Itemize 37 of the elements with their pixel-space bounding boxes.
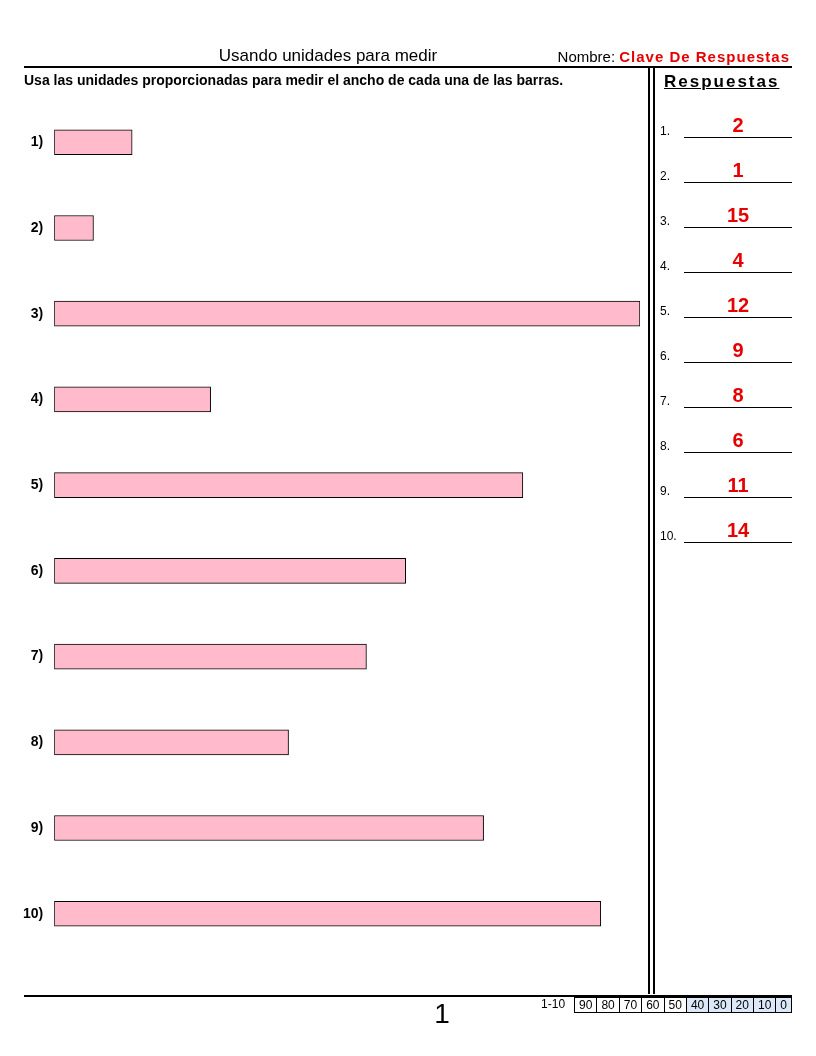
chart-title: Usando unidades para medir [218,46,438,65]
text: 1 [684,159,792,183]
y-tick-label: 10) [23,904,44,921]
text: 11 [684,474,792,498]
text: 2. [660,169,671,183]
y-tick-label: 3) [30,304,44,321]
text: 9 [684,339,792,363]
text: 4 [684,249,792,273]
y-tick-label: 1) [30,133,44,150]
text: Clave De Respuestas [619,48,790,65]
text: 5. [660,304,671,318]
y-tick-label: 6) [30,561,44,578]
text: 9. [660,484,671,498]
text: 8 [684,384,792,408]
text: 1 [433,998,451,1030]
text: 6. [660,349,671,363]
y-tick-label: 2) [30,218,44,235]
text: 14 [684,519,792,543]
y-tick-label: 9) [30,818,44,835]
text: 15 [684,204,792,228]
text: 4. [660,259,671,273]
text: Respuestas [664,72,780,92]
text: 2 [684,114,792,138]
text: 7. [660,394,671,408]
text: 1. [660,124,671,138]
text: Nombre: [557,48,616,65]
chart-subtitle: Usa las unidades proporcionadas para medir el ancho de cada una de las barras. [24,72,564,88]
y-tick-label: 8) [30,733,44,750]
text: 10. [660,529,677,543]
text: 8. [660,439,671,453]
y-tick-label: 4) [30,390,44,407]
y-tick-label: 7) [30,647,44,664]
text: 1-10 90 80 70 60 50 40 30 20 10 0 [541,997,787,1012]
text: 6 [684,429,792,453]
y-tick-label: 5) [30,476,44,492]
text: 3. [660,214,671,228]
text: 12 [684,294,792,318]
